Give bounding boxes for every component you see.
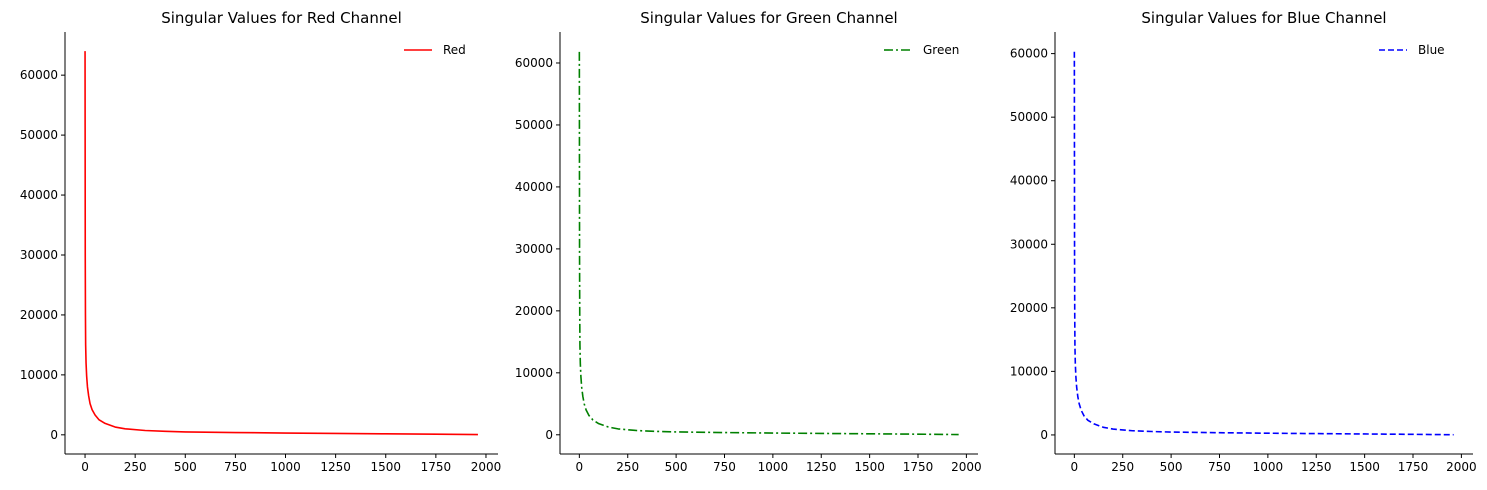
x-tick-label: 500 <box>665 460 688 474</box>
chart-title: Singular Values for Green Channel <box>640 9 897 27</box>
y-tick-label: 0 <box>1040 428 1048 442</box>
series-line-blue <box>1073 51 1454 436</box>
x-tick-label: 2000 <box>1446 460 1477 474</box>
x-tick-label: 250 <box>616 460 639 474</box>
y-tick-label: 40000 <box>1010 174 1048 188</box>
x-tick-label: 1250 <box>806 460 837 474</box>
x-tick-label: 500 <box>1160 460 1183 474</box>
y-tick-label: 40000 <box>20 188 58 202</box>
x-tick-label: 2000 <box>471 460 502 474</box>
y-tick-label: 60000 <box>20 68 58 82</box>
y-tick-label: 60000 <box>1010 47 1048 61</box>
x-tick-label: 1000 <box>270 460 301 474</box>
x-tick-label: 500 <box>174 460 197 474</box>
x-tick-label: 1500 <box>370 460 401 474</box>
x-tick-label: 1750 <box>421 460 452 474</box>
x-tick-label: 1250 <box>1301 460 1332 474</box>
series-line-green <box>578 51 959 436</box>
y-tick-label: 10000 <box>515 366 553 380</box>
legend-label: Blue <box>1418 43 1445 57</box>
x-tick-label: 0 <box>576 460 584 474</box>
y-tick-label: 30000 <box>1010 237 1048 251</box>
chart-panel-3: Singular Values for Blue Channel 0 250 500 7… <box>1010 9 1477 474</box>
y-tick-label: 20000 <box>515 304 553 318</box>
x-tick-label: 750 <box>224 460 247 474</box>
x-tick-label: 1500 <box>1349 460 1380 474</box>
x-tick-label: 750 <box>1208 460 1231 474</box>
y-tick-label: 30000 <box>20 248 58 262</box>
y-tick-label: 30000 <box>515 242 553 256</box>
legend-label: Red <box>443 43 466 57</box>
x-tick-label: 1250 <box>320 460 351 474</box>
y-tick-label: 40000 <box>515 180 553 194</box>
x-tick-label: 750 <box>713 460 736 474</box>
chart-panel-2: Singular Values for Green Channel 0 250 500… <box>515 9 982 474</box>
y-tick-label: 50000 <box>1010 110 1048 124</box>
y-tick-label: 10000 <box>20 368 58 382</box>
y-tick-label: 50000 <box>515 118 553 132</box>
chart-panel-1: Singular Values for Red Channel 0 250 500 75… <box>20 9 501 474</box>
x-tick-label: 1000 <box>758 460 789 474</box>
x-tick-label: 1000 <box>1253 460 1284 474</box>
x-tick-label: 250 <box>1111 460 1134 474</box>
series-line-red <box>84 51 478 436</box>
x-tick-label: 1750 <box>1398 460 1429 474</box>
y-tick-label: 20000 <box>1010 301 1048 315</box>
y-tick-label: 50000 <box>20 128 58 142</box>
y-tick-label: 60000 <box>515 56 553 70</box>
x-tick-label: 0 <box>81 460 89 474</box>
x-tick-label: 2000 <box>951 460 982 474</box>
x-tick-label: 1500 <box>854 460 885 474</box>
y-tick-label: 10000 <box>1010 364 1048 378</box>
chart-title: Singular Values for Blue Channel <box>1141 9 1386 27</box>
y-tick-label: 0 <box>545 428 553 442</box>
legend-label: Green <box>923 43 959 57</box>
x-tick-label: 0 <box>1071 460 1079 474</box>
x-tick-label: 250 <box>124 460 147 474</box>
y-tick-label: 0 <box>50 428 58 442</box>
x-tick-label: 1750 <box>903 460 934 474</box>
y-tick-label: 20000 <box>20 308 58 322</box>
chart-title: Singular Values for Red Channel <box>161 9 402 27</box>
